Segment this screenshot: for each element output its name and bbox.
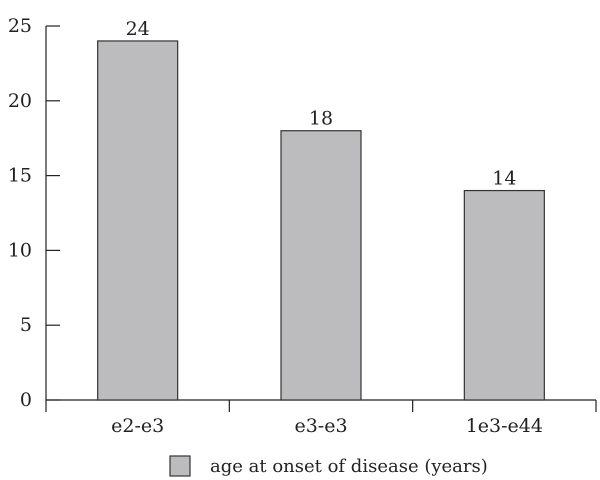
y-tick-label: 0 bbox=[20, 389, 32, 411]
y-tick-label: 5 bbox=[20, 314, 32, 336]
y-tick-label: 20 bbox=[8, 90, 32, 112]
x-tick-label: e3-e3 bbox=[294, 415, 347, 437]
data-label: 18 bbox=[309, 108, 333, 130]
legend: age at onset of disease (years) bbox=[169, 455, 488, 477]
x-tick-label: e2-e3 bbox=[111, 415, 164, 437]
x-tick-label: 1e3-e44 bbox=[466, 415, 543, 437]
y-tick-label: 25 bbox=[8, 15, 32, 37]
data-label: 24 bbox=[126, 18, 150, 40]
legend-swatch bbox=[169, 455, 191, 477]
data-label: 14 bbox=[492, 168, 516, 190]
bar-e2-e3 bbox=[97, 40, 179, 401]
legend-label: age at onset of disease (years) bbox=[210, 456, 488, 477]
bar-e3-e3 bbox=[280, 130, 362, 401]
bar-1e3-e44 bbox=[463, 189, 545, 401]
x-axis: e2-e3 e3-e3 1e3-e44 bbox=[45, 399, 597, 437]
bar-series: 24 18 14 bbox=[97, 18, 545, 401]
y-axis: 0 5 10 15 20 25 bbox=[8, 15, 60, 411]
y-tick-label: 15 bbox=[8, 165, 32, 187]
y-tick-label: 10 bbox=[8, 239, 32, 261]
